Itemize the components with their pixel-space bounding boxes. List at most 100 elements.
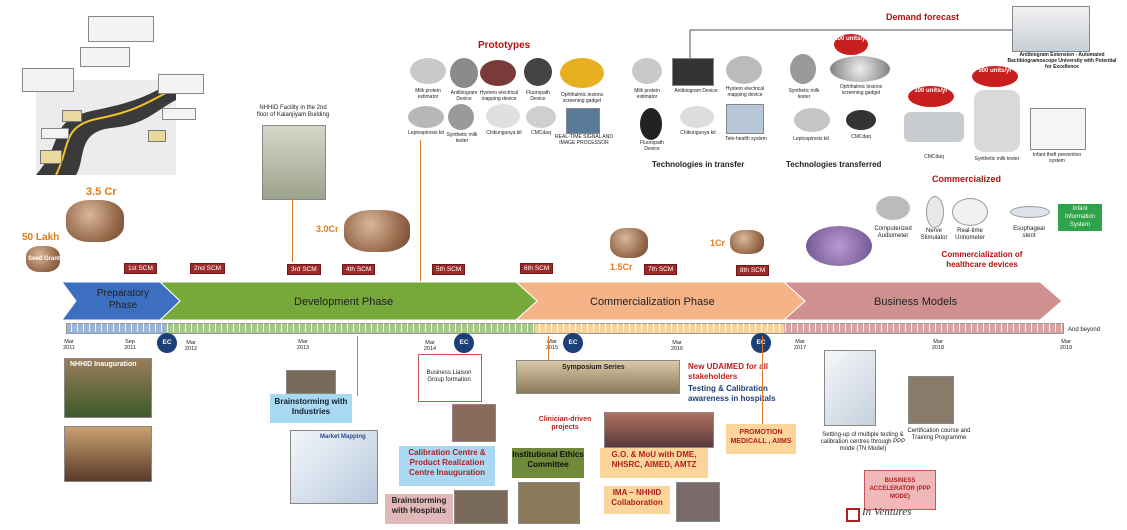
money-bag-3-5cr (66, 200, 124, 242)
inventures-logo-mark (846, 508, 860, 522)
seed-grant-label: Seed Grant (28, 256, 61, 262)
commercialized-label-cmcdaq: CMCdaq (924, 154, 944, 160)
prototype-connector (420, 140, 421, 290)
device-chikungunya (486, 104, 520, 128)
business-accelerator: BUSINESS ACCELERATOR (PPP MODE) (864, 470, 936, 510)
road-callout-4 (158, 74, 204, 94)
scm-7: 7th SCM (644, 264, 678, 275)
commercialized-synthetic-milk (974, 90, 1020, 152)
transfer-fluoropath (640, 108, 662, 140)
year-mar-2017: Mar 2017 (793, 339, 807, 351)
scm-6: 6th SCM (520, 263, 554, 274)
proto-label-hystero: Hystero electrical mapping device (479, 90, 519, 102)
ethics-connector (548, 336, 549, 366)
commercialization-devices-heading: Commercialization of healthcare devices (941, 250, 1023, 269)
inauguration-photo-2 (64, 426, 152, 482)
testing-awareness-label: Testing & Calibration awareness in hospi… (688, 384, 776, 403)
road-callout-3 (88, 16, 154, 42)
ethics-committee: Institutional Ethics Committee (512, 448, 584, 478)
year-mar-2019: Mar 2019 (1059, 339, 1073, 351)
funding-1-cr: 1Cr (710, 238, 726, 248)
transferred-label-synthetic: Synthetic milk tester (788, 88, 820, 100)
units-badge-3: 500 units/yr (972, 66, 1018, 87)
year-sep-2011: Sep 2011 (124, 339, 136, 351)
transfer-chikungunya (680, 106, 714, 128)
transfer-antibiogram (672, 58, 714, 86)
brainstorm-industries: Brainstorming with Industries (270, 394, 352, 423)
money-bag-1-5cr (610, 228, 648, 258)
year-mar-2016: Mar 2016 (670, 340, 684, 352)
milestone-sign-2013 (148, 130, 166, 142)
ec-marker-3: EC (563, 333, 583, 353)
transferred-leptospirosis (794, 108, 830, 132)
ec-marker-1: EC (157, 333, 177, 353)
proto-label-synthetic: Synthetic milk tester (446, 132, 478, 144)
device-synthetic-milk (448, 104, 474, 130)
road-callout-2 (80, 47, 130, 67)
road-callout-1 (22, 68, 74, 92)
arrow-preparatory (61, 281, 181, 321)
commercialized-heading: Commercialized (932, 174, 1002, 184)
year-mar-2018: Mar 2018 (931, 339, 945, 351)
nhhid-facility-label: NHHID Facility in the 2nd floor of Kalan… (256, 105, 330, 118)
money-bag-3-0cr (344, 210, 410, 252)
year-mar-2013: Mar 2013 (296, 339, 310, 351)
device-antibiogram (450, 58, 478, 88)
milestone-sign-2011 (40, 150, 62, 164)
transfer-label-fluoropath: Fluoropath Device (640, 140, 664, 152)
certification-label: Certification course and Training Progra… (907, 428, 971, 441)
phase-commercialization: Commercialization Phase (590, 296, 715, 308)
market-mapping-image (290, 430, 378, 504)
money-bag-1cr (730, 230, 764, 254)
promotion-box: PROMOTION MEDICALL , AIIMS (726, 424, 796, 454)
ec-marker-2: EC (454, 333, 474, 353)
proto-label-processor: REAL-TIME SIGNAL AND IMAGE PROCESSOR (555, 134, 613, 146)
antibiogram-extension-image (1012, 6, 1090, 52)
nhhid-building-photo (262, 125, 326, 200)
proto-label-ophthalmic: Ophthalmic lesions screening gadget (560, 92, 604, 104)
phase-preparatory: Preparatory Phase (96, 288, 150, 311)
funding-3-0-cr: 3.0Cr (316, 224, 339, 234)
phase-business-models: Business Models (874, 296, 958, 308)
units-badge-2: 100 units/yr (908, 86, 954, 107)
market-mapping-label: Market Mapping (320, 434, 366, 440)
scm-4: 4th SCM (342, 264, 376, 275)
industries-photo (286, 370, 336, 394)
device-urinometer (952, 198, 988, 226)
transfer-label-chikungunya: Chikungunya kit (680, 130, 716, 136)
prototypes-heading: Prototypes (478, 40, 531, 51)
ppp-label: Setting-up of multiple testing & calibra… (820, 432, 906, 452)
transfer-label-hystero: Hystero electrical mapping device (725, 86, 765, 98)
proto-label-fluoropath: Fluoropath Device (526, 90, 550, 102)
road-callout-6 (41, 128, 69, 139)
certification-photo (908, 376, 954, 424)
milestone-sign-2012 (62, 110, 82, 122)
proto-label-antibiogram: Antibiogram Device (450, 90, 478, 102)
scm-3: 3rd SCM (287, 264, 321, 275)
device-leptospirosis (408, 106, 444, 128)
units-badge-1: 100 units/yr (834, 34, 868, 55)
commercialized-label-synthetic: Synthetic milk tester (974, 156, 1020, 162)
year-mar-2015: Mar 2015 (545, 339, 559, 351)
commercialized-label-infant: Infant theft prevention system (1032, 152, 1082, 164)
transferred-label-lepto: Leptospirosis kit (793, 136, 829, 142)
scm-8: 8th SCM (736, 265, 770, 276)
device-fluoropath (524, 58, 552, 86)
and-beyond-label: And beyond (1068, 327, 1101, 333)
device-label-stent: Esophageal stent (1013, 226, 1045, 239)
device-milk-protein (410, 58, 446, 84)
device-label-audiometer: Computerized Audiometer (874, 226, 912, 239)
udaimed-label: New UDAIMED for all stakeholders (688, 362, 769, 381)
business-liaison-label: Business Liaison Group formation (426, 370, 472, 383)
demand-forecast-heading: Demand forecast (886, 12, 960, 22)
funding-1-5-cr: 1.5Cr (610, 262, 633, 272)
transfer-milk-protein (632, 58, 662, 84)
transferred-synthetic-milk (790, 54, 816, 84)
calibration-centre: Calibration Centre & Product Realization… (399, 446, 495, 486)
transfer-hystero (726, 56, 762, 84)
business-liaison-box (418, 354, 482, 402)
inauguration-photo (64, 358, 152, 418)
infant-information-system: Infant Information System (1058, 204, 1102, 231)
ethics-photo (518, 482, 580, 524)
